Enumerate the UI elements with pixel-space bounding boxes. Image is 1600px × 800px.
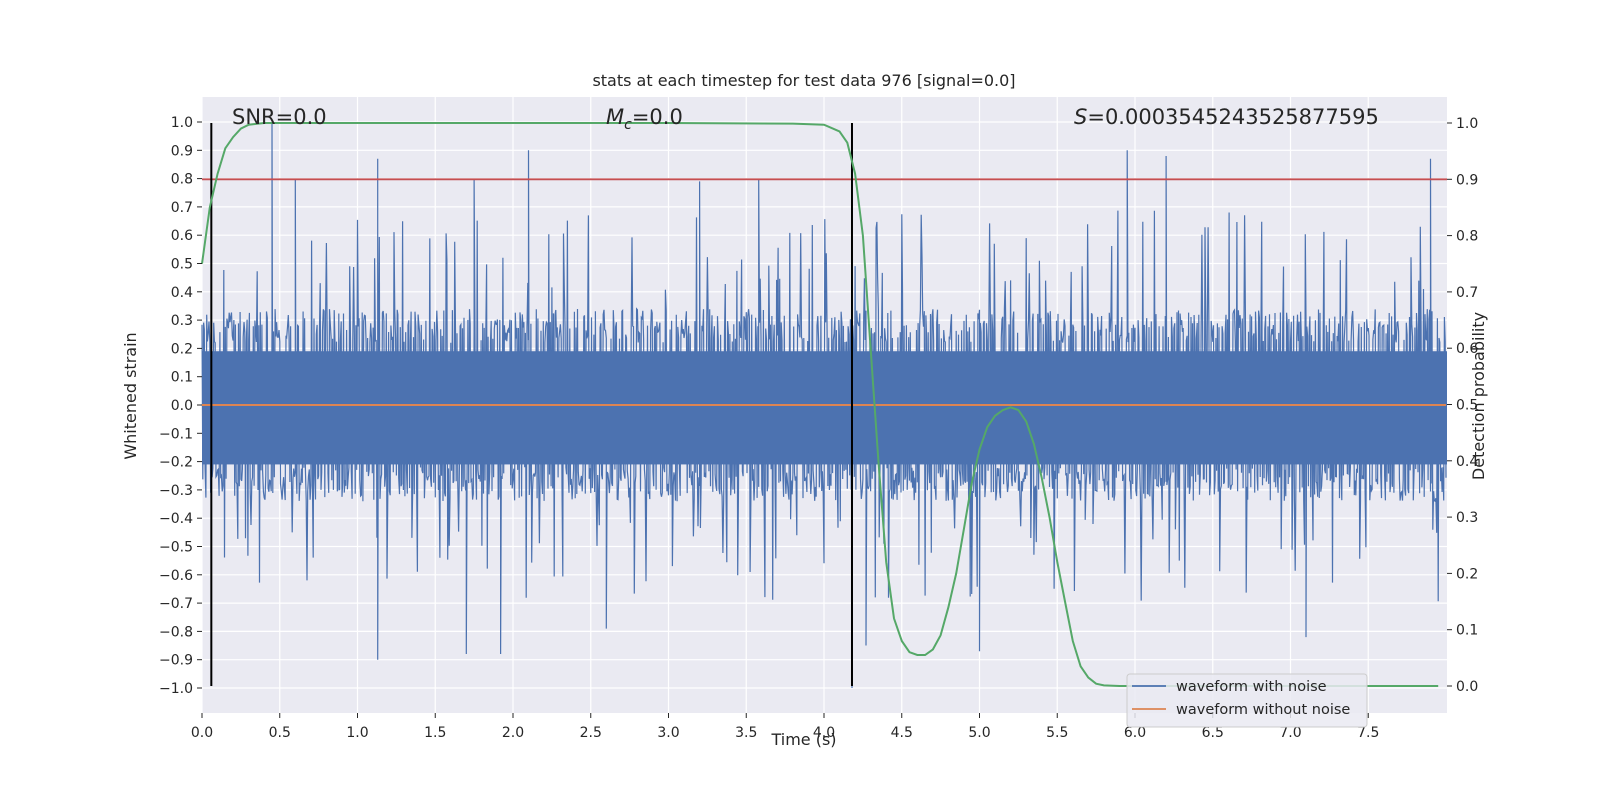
y-tick-label: −0.2 xyxy=(159,455,193,471)
svg-text:S=0.0003545243525877595: S=0.0003545243525877595 xyxy=(1074,105,1379,129)
y-tick-label: 0.0 xyxy=(171,398,193,414)
svg-text:Mc=0.0: Mc=0.0 xyxy=(606,105,683,133)
y-tick-label: −1.0 xyxy=(159,681,193,697)
y2-axis-label: Detection probability xyxy=(1469,312,1488,480)
y2-tick-label: 0.0 xyxy=(1456,679,1478,695)
series-detection-probability xyxy=(201,122,1439,687)
y-tick-label: 0.5 xyxy=(171,257,193,273)
x-tick-label: 4.5 xyxy=(891,725,913,741)
y-tick-label: −0.6 xyxy=(159,568,193,584)
y-tick-label: −0.1 xyxy=(159,426,193,442)
y2-tick-label: 0.4 xyxy=(1456,454,1478,470)
x-tick-label: 3.0 xyxy=(657,725,679,741)
snr-annotation: SNR=0.0 xyxy=(232,105,327,129)
legend-label-noise: waveform with noise xyxy=(1176,679,1327,695)
x-tick-label: 3.5 xyxy=(735,725,757,741)
x-tick-label: 1.5 xyxy=(424,725,446,741)
y-tick-label: −0.8 xyxy=(159,624,193,640)
y2-tick-label: 0.1 xyxy=(1456,623,1478,639)
y2-tick-label: 0.9 xyxy=(1456,172,1478,188)
y-tick-label: −0.7 xyxy=(159,596,193,612)
x-tick-label: 5.5 xyxy=(1046,725,1068,741)
y2-tick-label: 1.0 xyxy=(1456,116,1478,132)
x-tick-label: 2.0 xyxy=(502,725,524,741)
x-tick-label: 0.5 xyxy=(269,725,291,741)
y-axis-label: Whitened strain xyxy=(121,332,140,459)
y2-tick-label: 0.3 xyxy=(1456,510,1478,526)
y-tick-label: 0.1 xyxy=(171,370,193,386)
y-tick-label: −0.4 xyxy=(159,511,193,527)
y2-tick-label: 0.2 xyxy=(1456,566,1478,582)
y-tick-label: −0.5 xyxy=(159,540,193,556)
chart-title: stats at each timestep for test data 976… xyxy=(592,71,1015,90)
x-tick-label: 6.0 xyxy=(1124,725,1146,741)
x-axis-label: Time (s) xyxy=(770,730,836,749)
y-tick-label: 0.6 xyxy=(171,228,193,244)
x-tick-label: 7.0 xyxy=(1279,725,1301,741)
x-axis-ticks: 0.0 0.5 1.0 1.5 2.0 2.5 3.0 3.5 4.0 4.5 5.0 5.5 6.0 6… xyxy=(191,713,1379,741)
legend-label-clean: waveform without noise xyxy=(1176,702,1350,718)
y-tick-label: −0.9 xyxy=(159,653,193,669)
y2-tick-label: 0.6 xyxy=(1456,341,1478,357)
x-tick-label: 7.5 xyxy=(1357,725,1379,741)
vertical-markers xyxy=(210,123,853,686)
legend: waveform with noise waveform without noi… xyxy=(1126,673,1368,728)
y-tick-label: 1.0 xyxy=(171,115,193,131)
y2-tick-label: 0.8 xyxy=(1456,229,1478,245)
y2-tick-label: 0.5 xyxy=(1456,398,1478,414)
chirp-mass-annotation: Mc=0.0 xyxy=(606,105,683,133)
x-tick-label: 1.0 xyxy=(346,725,368,741)
x-tick-label: 6.5 xyxy=(1202,725,1224,741)
y-tick-label: 0.2 xyxy=(171,341,193,357)
y-tick-label: −0.3 xyxy=(159,483,193,499)
y-tick-label: 0.8 xyxy=(171,172,193,188)
x-tick-label: 2.5 xyxy=(580,725,602,741)
x-tick-label: 4.0 xyxy=(813,725,835,741)
series-waveform-with-noise xyxy=(201,121,1447,689)
x-tick-label: 0.0 xyxy=(191,725,213,741)
y-tick-label: 0.9 xyxy=(171,143,193,159)
y2-axis-ticks: 1.0 0.9 0.8 0.7 0.6 0.5 0.4 0.3 0.2 0.1 0.0 xyxy=(1447,116,1478,695)
y-axis-ticks: 1.0 0.9 0.8 0.7 0.6 0.5 0.4 0.3 0.2 0.1 0.0 −0.1 −0.… xyxy=(159,115,202,697)
y2-tick-label: 0.7 xyxy=(1456,285,1478,301)
y-tick-label: 0.3 xyxy=(171,313,193,329)
y-tick-label: 0.7 xyxy=(171,200,193,216)
y-tick-label: 0.4 xyxy=(171,285,193,301)
x-tick-label: 5.0 xyxy=(968,725,990,741)
statistic-annotation: S=0.0003545243525877595 xyxy=(1074,105,1379,129)
